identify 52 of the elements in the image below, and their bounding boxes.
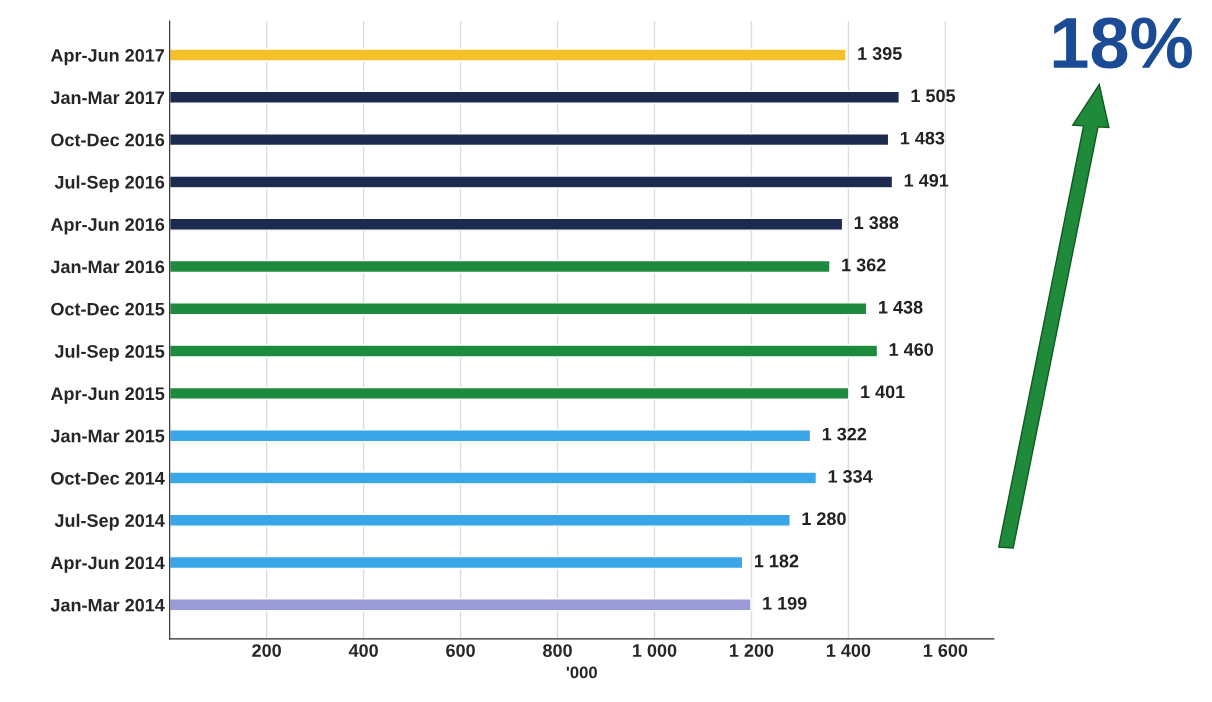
bar: [169, 513, 791, 527]
y-tick-label: Apr-Jun 2016: [50, 218, 165, 235]
y-tick-label: Oct-Dec 2014: [51, 471, 165, 485]
data-label: 1 483: [900, 131, 945, 145]
x-tick-label: 400: [348, 644, 378, 657]
y-tick-label: Oct-Dec 2015: [51, 302, 165, 316]
data-label: 1 438: [879, 300, 923, 314]
bar: [169, 48, 847, 62]
y-tick-label: Apr-Jun 2015: [50, 387, 165, 404]
y-tick-label: Oct-Dec 2016: [51, 133, 165, 147]
x-tick-label: 800: [543, 644, 572, 657]
bar: [169, 217, 844, 231]
y-tick-label: Jul-Sep 2016: [54, 175, 165, 193]
bar: [169, 302, 868, 316]
y-tick-label: Apr-Jun 2014: [50, 556, 165, 573]
data-label: 1 280: [802, 512, 846, 526]
bar: [169, 555, 744, 570]
x-axis-title: '000: [566, 666, 597, 679]
y-tick-label: Jan-Mar 2016: [50, 260, 165, 274]
text: 18%: [1053, 17, 1192, 69]
data-label: 1 395: [858, 47, 902, 60]
bar: [169, 598, 752, 612]
data-label: 1 401: [861, 385, 905, 399]
data-label: 1 388: [854, 216, 899, 230]
data-label: 1 505: [911, 89, 956, 103]
y-tick-label: Jul-Sep 2015: [54, 344, 165, 362]
x-tick-label: 600: [446, 644, 475, 657]
bar: [169, 471, 818, 485]
data-label: 1 322: [822, 427, 867, 441]
y-tick-label: Jan-Mar 2014: [50, 598, 165, 612]
bar: [169, 386, 850, 400]
y-tick-label: Jan-Mar 2017: [50, 91, 165, 105]
y-tick-label: Jan-Mar 2015: [50, 429, 165, 443]
bar: [169, 259, 831, 274]
x-tick-label: 200: [252, 644, 281, 657]
data-label: 1 491: [904, 173, 949, 187]
y-tick-label: Apr-Jun 2017: [50, 48, 165, 66]
x-tick-label: 1 600: [923, 644, 968, 657]
x-tick-label: 1 000: [633, 644, 677, 657]
data-label: 1 460: [889, 343, 934, 356]
bar: [169, 429, 812, 443]
bar: [169, 133, 890, 147]
bar: [169, 175, 894, 189]
data-label: 1 334: [828, 470, 873, 483]
x-tick-label: 1 200: [729, 644, 774, 657]
data-label: 1 199: [763, 596, 807, 610]
data-label: 1 362: [842, 258, 886, 272]
x-tick-label: 1 400: [826, 644, 871, 657]
data-label: 1 182: [754, 554, 799, 568]
bar: [169, 344, 879, 358]
bar: [169, 90, 900, 104]
y-tick-label: Jul-Sep 2014: [54, 513, 165, 531]
